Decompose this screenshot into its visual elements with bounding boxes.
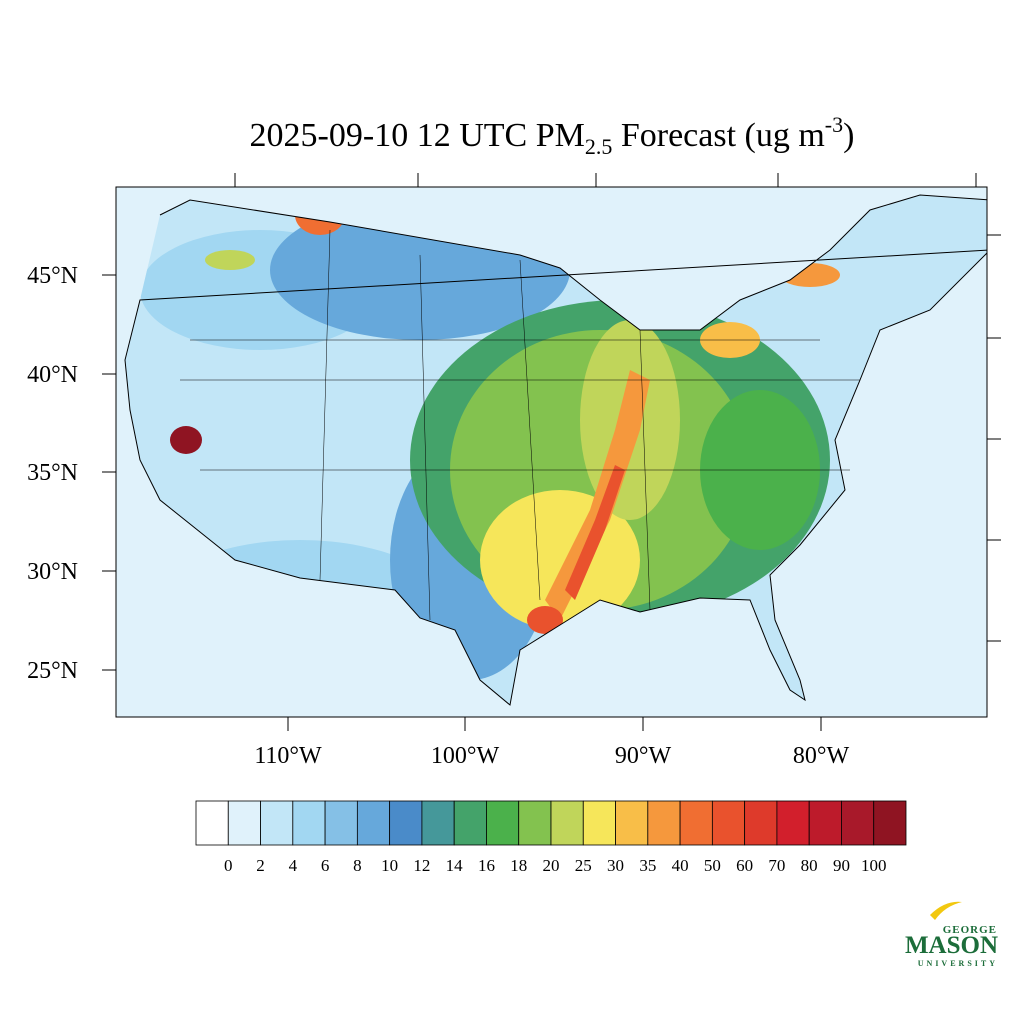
title-sub: 2.5	[585, 134, 613, 159]
colorbar-label: 50	[704, 856, 721, 875]
logo-name: MASON	[905, 932, 998, 959]
color-box	[647, 800, 681, 846]
coastline	[124, 194, 987, 706]
title-rest: Forecast (ug m	[612, 117, 824, 154]
color-box	[518, 800, 552, 846]
color-box	[421, 800, 455, 846]
title-sup: -3	[825, 112, 843, 137]
color-box	[582, 800, 616, 846]
logo: GEORGE MASON UNIVERSITY	[905, 901, 998, 968]
color-box	[356, 800, 391, 846]
map-frame	[115, 186, 988, 718]
lon-label: 100°W	[431, 743, 500, 769]
colorbar-label: 8	[353, 856, 362, 875]
colorbar-label: 60	[736, 856, 753, 875]
color-box	[679, 800, 713, 846]
colorbar-label: 70	[768, 856, 785, 875]
color-box	[776, 800, 810, 846]
color-box	[808, 800, 842, 846]
color-box	[389, 800, 423, 846]
color-box	[486, 800, 520, 846]
logo-bottom: UNIVERSITY	[918, 959, 998, 968]
colorbar-label: 12	[413, 856, 430, 875]
color-box	[195, 800, 229, 846]
title-main: 2025-09-10 12 UTC PM	[250, 117, 585, 154]
color-box	[615, 800, 649, 846]
color-box	[292, 800, 326, 846]
frame-ticks	[102, 173, 1001, 731]
color-box	[873, 800, 907, 846]
colorbar-label: 80	[801, 856, 818, 875]
lat-label: 30°N	[27, 559, 78, 585]
colorbar-label: 90	[833, 856, 850, 875]
title-end: )	[843, 117, 854, 154]
colorbar-label: 25	[575, 856, 592, 875]
color-box	[324, 800, 358, 846]
title: 2025-09-10 12 UTC PM2.5 Forecast (ug m-3…	[250, 112, 855, 159]
state-lines	[180, 229, 860, 621]
lat-label: 40°N	[27, 362, 78, 388]
color-box	[453, 800, 487, 846]
colorbar-label: 35	[639, 856, 656, 875]
colorbar-label: 100	[861, 856, 887, 875]
lon-label: 80°W	[793, 743, 850, 769]
color-box	[550, 800, 584, 846]
colorbar-label: 14	[446, 856, 464, 875]
colorbar-label: 30	[607, 856, 624, 875]
color-box	[711, 800, 746, 846]
map	[116, 187, 987, 717]
lon-label: 90°W	[615, 743, 672, 769]
colorbar-label: 16	[478, 856, 495, 875]
colorbar-label: 4	[289, 856, 298, 875]
colorbar-label: 6	[321, 856, 330, 875]
colorbar-label: 40	[672, 856, 689, 875]
color-box	[841, 800, 875, 846]
color-box	[744, 800, 778, 846]
color-box	[227, 800, 261, 846]
lat-label: 25°N	[27, 658, 78, 684]
colorbar-label: 20	[543, 856, 560, 875]
lat-label: 35°N	[27, 460, 78, 486]
colorbar-label: 0	[224, 856, 233, 875]
lat-label: 45°N	[27, 263, 78, 289]
logo-mark	[930, 901, 962, 920]
colorbar-label: 10	[381, 856, 398, 875]
logo-top: GEORGE	[943, 924, 997, 936]
color-box	[260, 800, 294, 846]
colorbar-label: 2	[256, 856, 265, 875]
colorbar-label: 18	[510, 856, 527, 875]
lon-label: 110°W	[254, 743, 322, 769]
